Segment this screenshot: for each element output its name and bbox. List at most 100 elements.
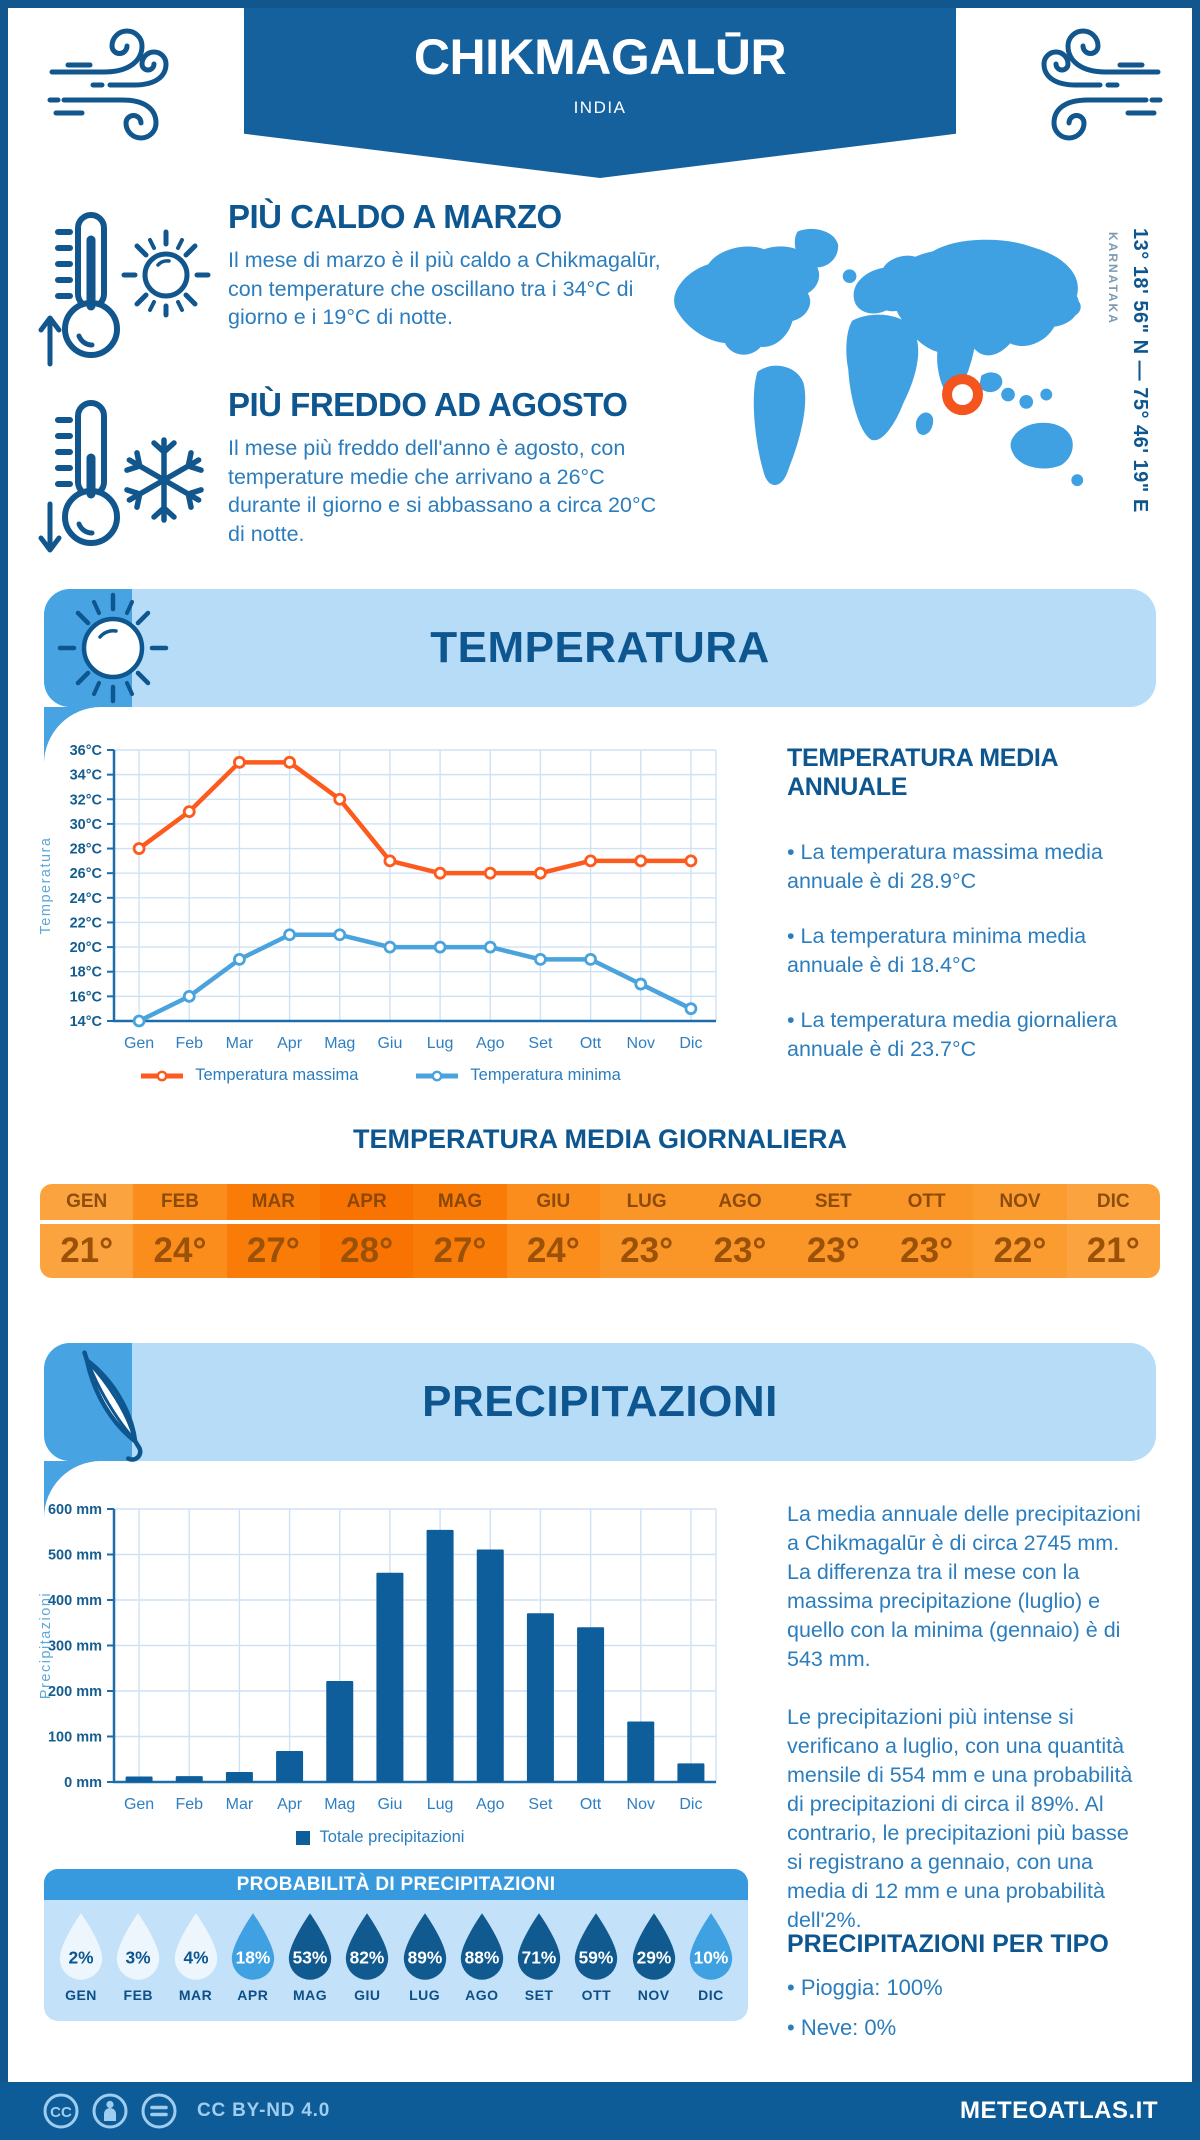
- probability-droplet: 4% MAR: [169, 1910, 223, 2003]
- svg-text:300 mm: 300 mm: [48, 1639, 102, 1655]
- droplet-icon: 59%: [575, 1913, 618, 1980]
- license-badge[interactable]: CC CC BY-ND 4.0: [42, 2092, 330, 2130]
- droplet-month-label: LUG: [409, 1987, 441, 2003]
- svg-text:Lug: Lug: [427, 1035, 454, 1052]
- droplet-month-label: DIC: [698, 1987, 724, 2003]
- svg-text:600 mm: 600 mm: [48, 1502, 102, 1518]
- table-cell: SET 23°: [786, 1184, 880, 1278]
- location-marker: [942, 374, 983, 416]
- droplet-icon: 71%: [517, 1913, 561, 1980]
- coordinates-label: 13° 18' 56" N — 75° 46' 19" E: [1129, 228, 1151, 513]
- svg-text:Temperatura: Temperatura: [38, 837, 54, 935]
- svg-text:Giu: Giu: [377, 1796, 402, 1813]
- sun-band-icon: [57, 592, 169, 704]
- svg-text:Mar: Mar: [226, 1796, 254, 1813]
- droplet-icon: 18%: [231, 1913, 274, 1980]
- probability-droplet: 71% SET: [512, 1910, 566, 2003]
- table-month-label: OTT: [879, 1184, 974, 1224]
- precipitation-text-block: La media annuale delle precipitazioni a …: [787, 1500, 1149, 1964]
- probability-droplet: 59% OTT: [569, 1910, 623, 2003]
- svg-text:59%: 59%: [579, 1947, 614, 1967]
- svg-text:71%: 71%: [522, 1947, 557, 1967]
- coldest-month-block: PIÙ FREDDO AD AGOSTO Il mese più freddo …: [228, 386, 678, 548]
- table-month-label: GEN: [40, 1184, 134, 1224]
- table-cell: MAG 27°: [413, 1184, 507, 1278]
- daily-temperature-table: GEN 21° FEB 24° MAR 27° APR 28° MAG 27° GIU 24° LUG 2…: [40, 1184, 1160, 1278]
- table-cell: GEN 21°: [40, 1184, 134, 1278]
- svg-text:CC: CC: [50, 2104, 72, 2121]
- svg-text:18°C: 18°C: [70, 965, 103, 981]
- legend-label: Temperatura massima: [195, 1066, 359, 1084]
- table-temperature-value: 27°: [246, 1231, 300, 1270]
- droplet-month-label: AGO: [465, 1987, 499, 2003]
- droplet-icon: 53%: [288, 1913, 332, 1980]
- table-temperature-value: 21°: [1086, 1231, 1140, 1270]
- precipitation-section-title: PRECIPITAZIONI: [422, 1377, 778, 1426]
- droplet-month-label: GIU: [354, 1987, 381, 2003]
- svg-text:Gen: Gen: [124, 1796, 154, 1813]
- wind-icon: [47, 28, 169, 141]
- svg-text:Set: Set: [528, 1035, 553, 1052]
- svg-text:Mag: Mag: [324, 1035, 355, 1052]
- svg-text:Set: Set: [528, 1796, 553, 1813]
- svg-text:Ott: Ott: [580, 1035, 602, 1052]
- table-cell: APR 28°: [319, 1184, 414, 1278]
- svg-text:10%: 10%: [694, 1947, 729, 1967]
- svg-text:100 mm: 100 mm: [48, 1730, 102, 1746]
- droplet-month-label: APR: [237, 1987, 269, 2003]
- svg-text:30°C: 30°C: [70, 817, 103, 833]
- umbrella-icon: [82, 1350, 143, 1462]
- table-month-label: GIU: [506, 1184, 600, 1224]
- table-cell: OTT 23°: [879, 1184, 974, 1278]
- table-month-label: NOV: [973, 1184, 1067, 1224]
- table-cell: MAR 27°: [226, 1184, 320, 1278]
- droplet-month-label: GEN: [65, 1987, 97, 2003]
- svg-text:Feb: Feb: [175, 1035, 203, 1052]
- hottest-month-text: Il mese di marzo è il più caldo a Chikma…: [228, 248, 661, 329]
- footer: CC CC BY-ND 4.0 METEOATLAS.IT: [0, 2082, 1200, 2140]
- droplet-icon: 29%: [632, 1913, 675, 1980]
- precipitation-section-band: PRECIPITAZIONI: [44, 1343, 1156, 1462]
- svg-text:0 mm: 0 mm: [64, 1775, 102, 1791]
- svg-text:53%: 53%: [293, 1947, 328, 1967]
- precipitation-type-bullet: Neve: 0%: [787, 2013, 1147, 2043]
- legend-item: Temperatura minima: [414, 1066, 621, 1085]
- droplet-month-label: SET: [524, 1987, 554, 2003]
- thermometer-cold-icon: [55, 400, 120, 546]
- annual-temperature-title: TEMPERATURA MEDIA ANNUALE: [787, 744, 1058, 801]
- table-cell: NOV 22°: [973, 1184, 1067, 1278]
- svg-text:88%: 88%: [465, 1947, 500, 1967]
- arrow-down-icon: [38, 501, 62, 553]
- site-name[interactable]: METEOATLAS.IT: [959, 2097, 1158, 2124]
- hottest-month-block: PIÙ CALDO A MARZO Il mese di marzo è il …: [228, 198, 678, 332]
- table-temperature-value: 23°: [900, 1231, 954, 1270]
- svg-text:Apr: Apr: [277, 1796, 303, 1813]
- table-cell: FEB 24°: [133, 1184, 227, 1278]
- temperature-section-band: TEMPERATURA: [44, 589, 1156, 707]
- table-temperature-value: 24°: [153, 1231, 207, 1270]
- svg-text:Ott: Ott: [580, 1796, 602, 1813]
- precipitation-chart-legend: Totale precipitazioni: [30, 1828, 730, 1847]
- svg-text:Ago: Ago: [476, 1796, 505, 1813]
- svg-text:Precipitazioni: Precipitazioni: [38, 1592, 54, 1699]
- world-map: [674, 229, 1084, 487]
- svg-text:Giu: Giu: [377, 1035, 402, 1052]
- svg-text:26°C: 26°C: [70, 866, 103, 882]
- svg-text:24°C: 24°C: [70, 891, 103, 907]
- table-month-label: SET: [786, 1184, 880, 1224]
- table-cell: LUG 23°: [599, 1184, 694, 1278]
- precipitation-bar-chart: 0 mm 100 mm 200 mm 300 mm 400 mm 500 mm 600 mm…: [38, 1502, 717, 1813]
- legend-label: Temperatura minima: [470, 1066, 621, 1084]
- table-temperature-value: 24°: [526, 1231, 580, 1270]
- probability-droplet: 18% APR: [226, 1910, 280, 2003]
- table-temperature-value: 21°: [60, 1231, 114, 1270]
- svg-text:89%: 89%: [407, 1947, 442, 1967]
- probability-droplet: 89% LUG: [398, 1910, 452, 2003]
- precipitation-probability-panel: PROBABILITÀ DI PRECIPITAZIONI 2% GEN 3% FEB…: [44, 1869, 748, 2021]
- svg-text:29%: 29%: [636, 1947, 671, 1967]
- droplet-icon: 3%: [117, 1913, 160, 1980]
- table-month-label: APR: [319, 1184, 414, 1224]
- legend-marker: [416, 1070, 459, 1081]
- probability-title: PROBABILITÀ DI PRECIPITAZIONI: [44, 1869, 748, 1900]
